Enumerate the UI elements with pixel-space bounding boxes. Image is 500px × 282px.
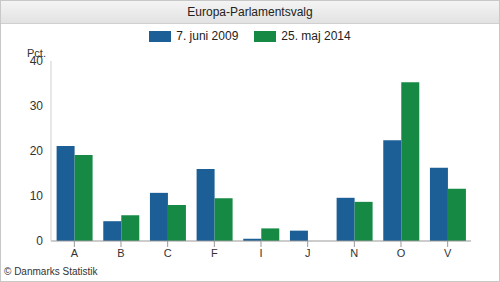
svg-text:C: C bbox=[164, 247, 172, 259]
svg-text:20: 20 bbox=[30, 144, 44, 158]
svg-text:10: 10 bbox=[30, 189, 44, 203]
svg-text:N: N bbox=[350, 247, 358, 259]
svg-text:A: A bbox=[71, 247, 79, 259]
svg-text:I: I bbox=[259, 247, 262, 259]
svg-text:V: V bbox=[444, 247, 452, 259]
svg-text:40: 40 bbox=[30, 54, 44, 68]
svg-text:O: O bbox=[397, 247, 406, 259]
svg-text:0: 0 bbox=[36, 234, 43, 248]
svg-text:30: 30 bbox=[30, 99, 44, 113]
svg-text:F: F bbox=[211, 247, 218, 259]
svg-text:J: J bbox=[305, 247, 311, 259]
svg-text:B: B bbox=[117, 247, 124, 259]
